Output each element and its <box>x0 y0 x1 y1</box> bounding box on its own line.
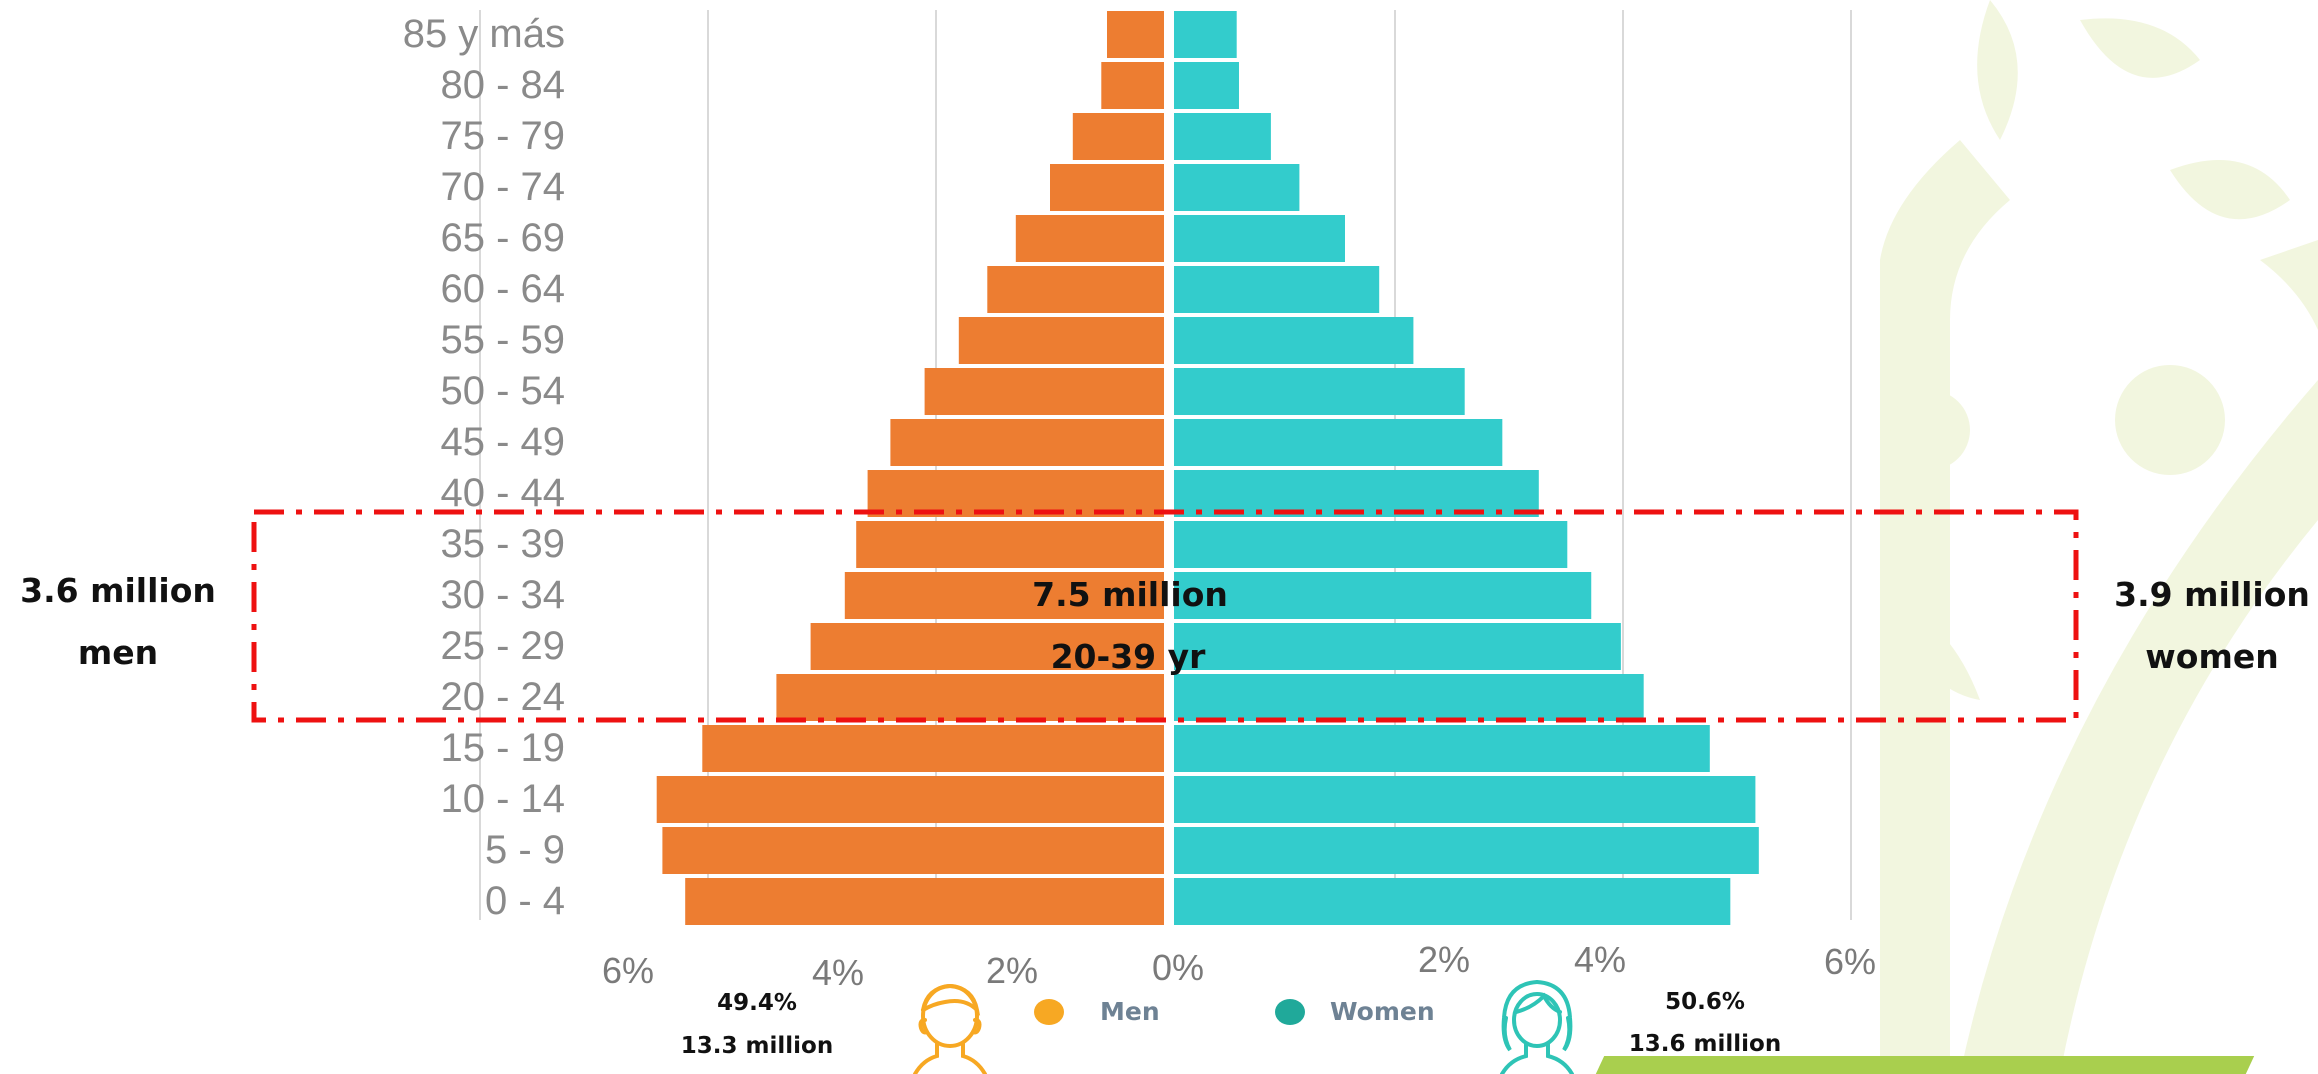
bar-women-1 <box>1174 62 1239 109</box>
men-total: 13.3 million <box>680 1033 834 1059</box>
bar-women-13 <box>1174 674 1644 721</box>
age-label-5: 60 - 64 <box>440 267 565 311</box>
age-label-15: 10 - 14 <box>440 777 565 821</box>
bar-men-0 <box>1107 11 1164 58</box>
x-tick-label-right-2: 6% <box>1824 941 1876 982</box>
bar-men-6 <box>958 317 1164 364</box>
highlight-women-value: 3.9 million <box>2114 575 2310 614</box>
age-label-1: 80 - 84 <box>440 63 565 107</box>
bar-men-17 <box>685 878 1164 925</box>
woman-icon <box>1500 980 1574 1074</box>
age-label-2: 75 - 79 <box>440 114 565 158</box>
legend-women-dot <box>1275 999 1305 1025</box>
bar-women-7 <box>1174 368 1465 415</box>
bar-women-0 <box>1174 11 1237 58</box>
bar-women-2 <box>1174 113 1271 160</box>
age-label-6: 55 - 59 <box>440 318 565 362</box>
age-label-11: 30 - 34 <box>440 573 565 617</box>
legend-women-label: Women <box>1330 997 1435 1026</box>
men-percent: 49.4% <box>717 990 797 1016</box>
bar-women-16 <box>1174 827 1759 874</box>
bar-men-3 <box>1050 164 1164 211</box>
bar-men-9 <box>867 470 1164 517</box>
bar-women-14 <box>1174 725 1710 772</box>
bar-women-10 <box>1174 521 1568 568</box>
age-label-3: 70 - 74 <box>440 165 565 209</box>
bar-men-8 <box>890 419 1164 466</box>
age-label-0: 85 y más <box>403 12 565 56</box>
age-label-14: 15 - 19 <box>440 726 565 770</box>
bar-men-15 <box>656 776 1164 823</box>
highlight-center-range: 20-39 yr <box>1050 637 1206 676</box>
legend-men-label: Men <box>1100 997 1160 1026</box>
green-footer-stripe <box>1595 1056 2255 1074</box>
age-label-12: 25 - 29 <box>440 624 565 668</box>
man-icon <box>913 983 987 1074</box>
bar-men-7 <box>924 368 1164 415</box>
age-label-8: 45 - 49 <box>440 420 565 464</box>
highlight-men-value: 3.6 million <box>20 571 216 610</box>
highlight-women-word: women <box>2145 637 2279 676</box>
x-tick-label-left-2: 2% <box>986 950 1038 991</box>
age-label-4: 65 - 69 <box>440 216 565 260</box>
bar-women-4 <box>1174 215 1345 262</box>
highlight-men-word: men <box>77 633 159 672</box>
women-total: 13.6 million <box>1628 1031 1782 1057</box>
bar-men-12 <box>810 623 1164 670</box>
bar-women-9 <box>1174 470 1539 517</box>
bar-women-17 <box>1174 878 1731 925</box>
bar-women-6 <box>1174 317 1414 364</box>
age-label-9: 40 - 44 <box>440 471 565 515</box>
age-group-labels: 85 y más 80 - 84 75 - 79 70 - 74 65 - 69 60 -… <box>403 12 565 923</box>
highlight-women-label: 3.9 million women <box>2094 564 2318 688</box>
bar-men-2 <box>1072 113 1164 160</box>
age-label-10: 35 - 39 <box>440 522 565 566</box>
x-tick-label-right-0: 2% <box>1418 939 1470 980</box>
bar-men-16 <box>662 827 1164 874</box>
bar-women-8 <box>1174 419 1503 466</box>
bar-women-11 <box>1174 572 1592 619</box>
bar-men-13 <box>776 674 1164 721</box>
bar-men-11 <box>844 572 1164 619</box>
age-label-17: 0 - 4 <box>485 879 565 923</box>
legend-men-dot <box>1034 999 1064 1025</box>
x-tick-label-left-3: 0% <box>1152 947 1204 988</box>
bar-women-5 <box>1174 266 1380 313</box>
bar-men-14 <box>702 725 1164 772</box>
bar-men-10 <box>856 521 1164 568</box>
women-series-bars <box>1174 11 1759 925</box>
bar-women-3 <box>1174 164 1300 211</box>
age-label-7: 50 - 54 <box>440 369 565 413</box>
highlight-box-20-39 <box>251 509 2079 723</box>
women-percent: 50.6% <box>1665 989 1745 1015</box>
men-series-bars <box>656 11 1164 925</box>
x-axis-tick-labels: 6% 4% 2% 0% 2% 4% 6% <box>602 939 1876 993</box>
x-tick-label-left-1: 4% <box>812 952 864 993</box>
x-tick-label-left-0: 6% <box>602 950 654 991</box>
x-tick-label-right-1: 4% <box>1574 939 1626 980</box>
highlight-men-label: 3.6 million men <box>0 560 236 684</box>
bar-men-1 <box>1101 62 1164 109</box>
bar-men-4 <box>1015 215 1164 262</box>
age-label-16: 5 - 9 <box>485 828 565 872</box>
age-label-13: 20 - 24 <box>440 675 565 719</box>
bar-women-15 <box>1174 776 1756 823</box>
bar-women-12 <box>1174 623 1621 670</box>
bar-men-5 <box>987 266 1164 313</box>
highlight-center-value: 7.5 million <box>1032 575 1228 614</box>
